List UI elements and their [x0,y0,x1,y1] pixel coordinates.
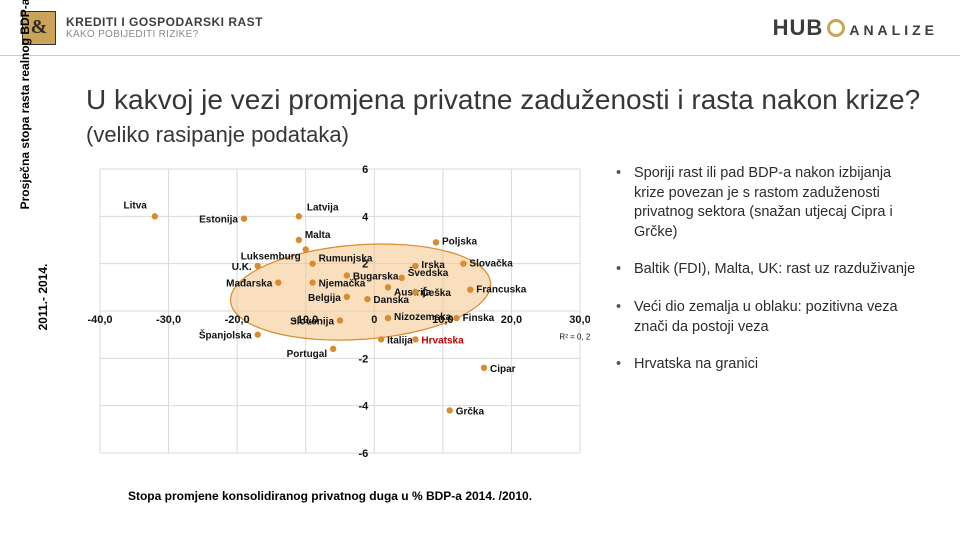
brand-left: & KREDITI I GOSPODARSKI RAST KAKO POBIJE… [22,11,263,45]
bullet-item: Baltik (FDI), Malta, UK: rast uz razduži… [616,260,922,280]
svg-text:Latvija: Latvija [307,203,339,214]
y-axis-label-b: 2011.- 2014. [36,252,50,342]
svg-text:-6: -6 [359,448,369,460]
svg-text:0: 0 [371,314,377,326]
bullet-list: Sporiji rast ili pad BDP-a nakon izbijan… [590,156,940,486]
svg-text:Hrvatska: Hrvatska [421,336,464,347]
brand-right: HUB ANALIZE [773,15,938,41]
svg-text:Danska: Danska [373,295,409,306]
svg-text:30,0: 30,0 [569,314,590,326]
svg-text:-2: -2 [359,354,369,366]
bullet-item: Veći dio zemalja u oblaku: pozitivna vez… [616,298,922,337]
svg-text:Rumunjska: Rumunjska [319,254,373,265]
svg-text:-30,0: -30,0 [156,314,181,326]
svg-text:-20,0: -20,0 [225,314,250,326]
y-axis-label-a: Prosječna stopa rasta realnog BDP-a [18,0,32,214]
brand-line1: KREDITI I GOSPODARSKI RAST [66,15,263,29]
page-title: U kakvoj je vezi promjena privatne zaduž… [86,84,960,116]
content-row: Prosječna stopa rasta realnog BDP-a 2011… [0,148,960,486]
svg-text:Slovenija: Slovenija [290,317,334,328]
svg-text:Nizozemska: Nizozemska [394,312,452,323]
scatter-chart: Prosječna stopa rasta realnog BDP-a 2011… [70,156,590,486]
page-subtitle: (veliko rasipanje podataka) [86,122,960,148]
brand-text: KREDITI I GOSPODARSKI RAST KAKO POBIJEDI… [66,15,263,40]
svg-text:6: 6 [362,164,368,176]
bullet-item: Sporiji rast ili pad BDP-a nakon izbijan… [616,164,922,242]
header-bar: & KREDITI I GOSPODARSKI RAST KAKO POBIJE… [0,0,960,56]
x-axis-title: Stopa promjene konsolidiranog privatnog … [70,489,590,503]
svg-text:Francuska: Francuska [476,285,526,296]
svg-text:Belgija: Belgija [308,293,341,304]
svg-text:20,0: 20,0 [501,314,522,326]
svg-text:Švedska: Švedska [408,266,449,279]
lens-icon [827,19,845,37]
svg-text:Grčka: Grčka [456,407,485,418]
title-block: U kakvoj je vezi promjena privatne zaduž… [0,56,960,148]
svg-text:Poljska: Poljska [442,237,477,248]
svg-text:R² = 0, 2307: R² = 0, 2307 [559,333,590,342]
svg-text:U.K.: U.K. [232,262,252,273]
svg-text:Mađarska: Mađarska [226,279,273,290]
svg-text:Italija: Italija [387,336,413,347]
plot-svg: -40,0-30,0-20,0-10,0010,020,030,0-6-4-22… [70,156,590,486]
svg-text:Finska: Finska [463,313,495,324]
bullet-item: Hrvatska na granici [616,355,922,375]
svg-text:Estonija: Estonija [199,215,238,226]
svg-text:Bugarska: Bugarska [353,272,399,283]
svg-text:Malta: Malta [305,230,331,241]
svg-text:Portugal: Portugal [287,349,328,360]
brand-line2: KAKO POBIJEDITI RIZIKE? [66,29,263,40]
svg-text:Luksemburg: Luksemburg [241,252,301,263]
svg-text:-40,0: -40,0 [87,314,112,326]
svg-text:-4: -4 [359,401,370,413]
svg-text:4: 4 [362,212,369,224]
svg-text:Češka: Češka [421,286,451,299]
svg-text:Slovačka: Slovačka [469,259,513,270]
hub-text: HUB [773,15,824,41]
svg-text:Litva: Litva [124,201,148,212]
analize-text: ANALIZE [849,22,938,38]
svg-text:Španjolska: Španjolska [199,329,252,342]
svg-text:Cipar: Cipar [490,364,516,375]
